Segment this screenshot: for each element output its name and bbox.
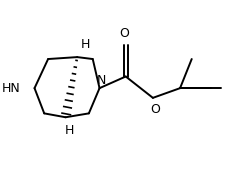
Text: H: H <box>65 124 74 137</box>
Text: O: O <box>119 27 129 40</box>
Text: H: H <box>80 38 90 51</box>
Text: O: O <box>150 103 160 116</box>
Text: HN: HN <box>2 82 21 95</box>
Text: N: N <box>97 74 106 87</box>
